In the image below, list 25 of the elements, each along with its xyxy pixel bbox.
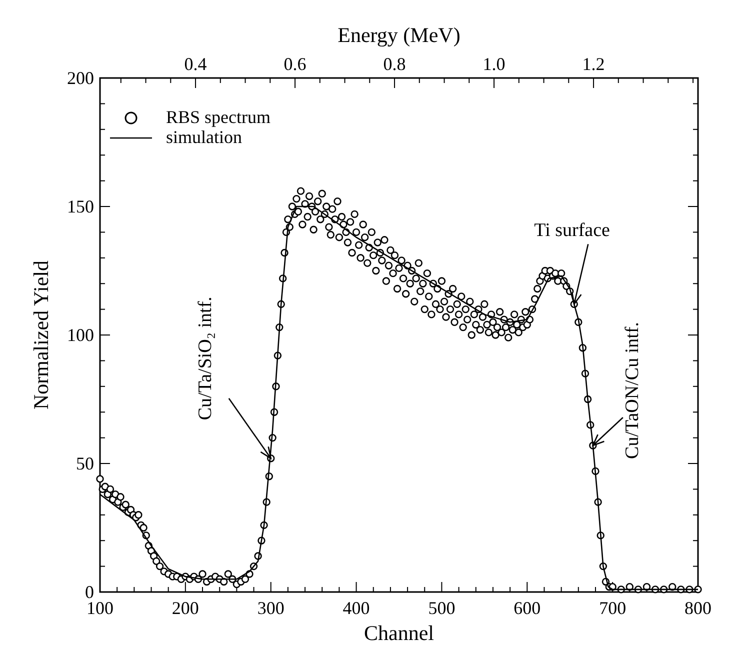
x2-tick-label: 1.2 (582, 54, 605, 74)
x-tick-label: 500 (428, 598, 456, 618)
x2-tick-label: 1.0 (482, 54, 506, 74)
x-tick-label: 600 (514, 598, 541, 618)
x-axis-title: Channel (364, 621, 434, 645)
y-tick-label: 150 (67, 196, 94, 216)
y-tick-label: 200 (67, 68, 94, 88)
legend-label: simulation (166, 127, 242, 147)
x-tick-label: 700 (599, 598, 626, 618)
legend-label: RBS spectrum (166, 107, 271, 127)
x2-axis-title: Energy (MeV) (338, 23, 460, 47)
annotation: Cu/Ta/SiO₂ intf. (194, 296, 216, 420)
x-tick-label: 800 (684, 598, 712, 618)
x-tick-label: 300 (257, 598, 284, 618)
y-tick-label: 50 (76, 454, 94, 474)
x2-tick-label: 0.8 (383, 54, 406, 74)
annotation: Ti surface (534, 220, 610, 242)
y-axis-title: Normalized Yield (29, 260, 53, 410)
y-tick-label: 100 (67, 325, 94, 345)
annotation: Cu/TaON/Cu intf. (622, 322, 643, 459)
x2-tick-label: 0.4 (184, 54, 207, 74)
y-tick-label: 0 (85, 582, 94, 602)
x2-tick-label: 0.6 (284, 54, 306, 74)
x-tick-label: 200 (172, 598, 199, 618)
x-tick-label: 400 (342, 598, 370, 618)
